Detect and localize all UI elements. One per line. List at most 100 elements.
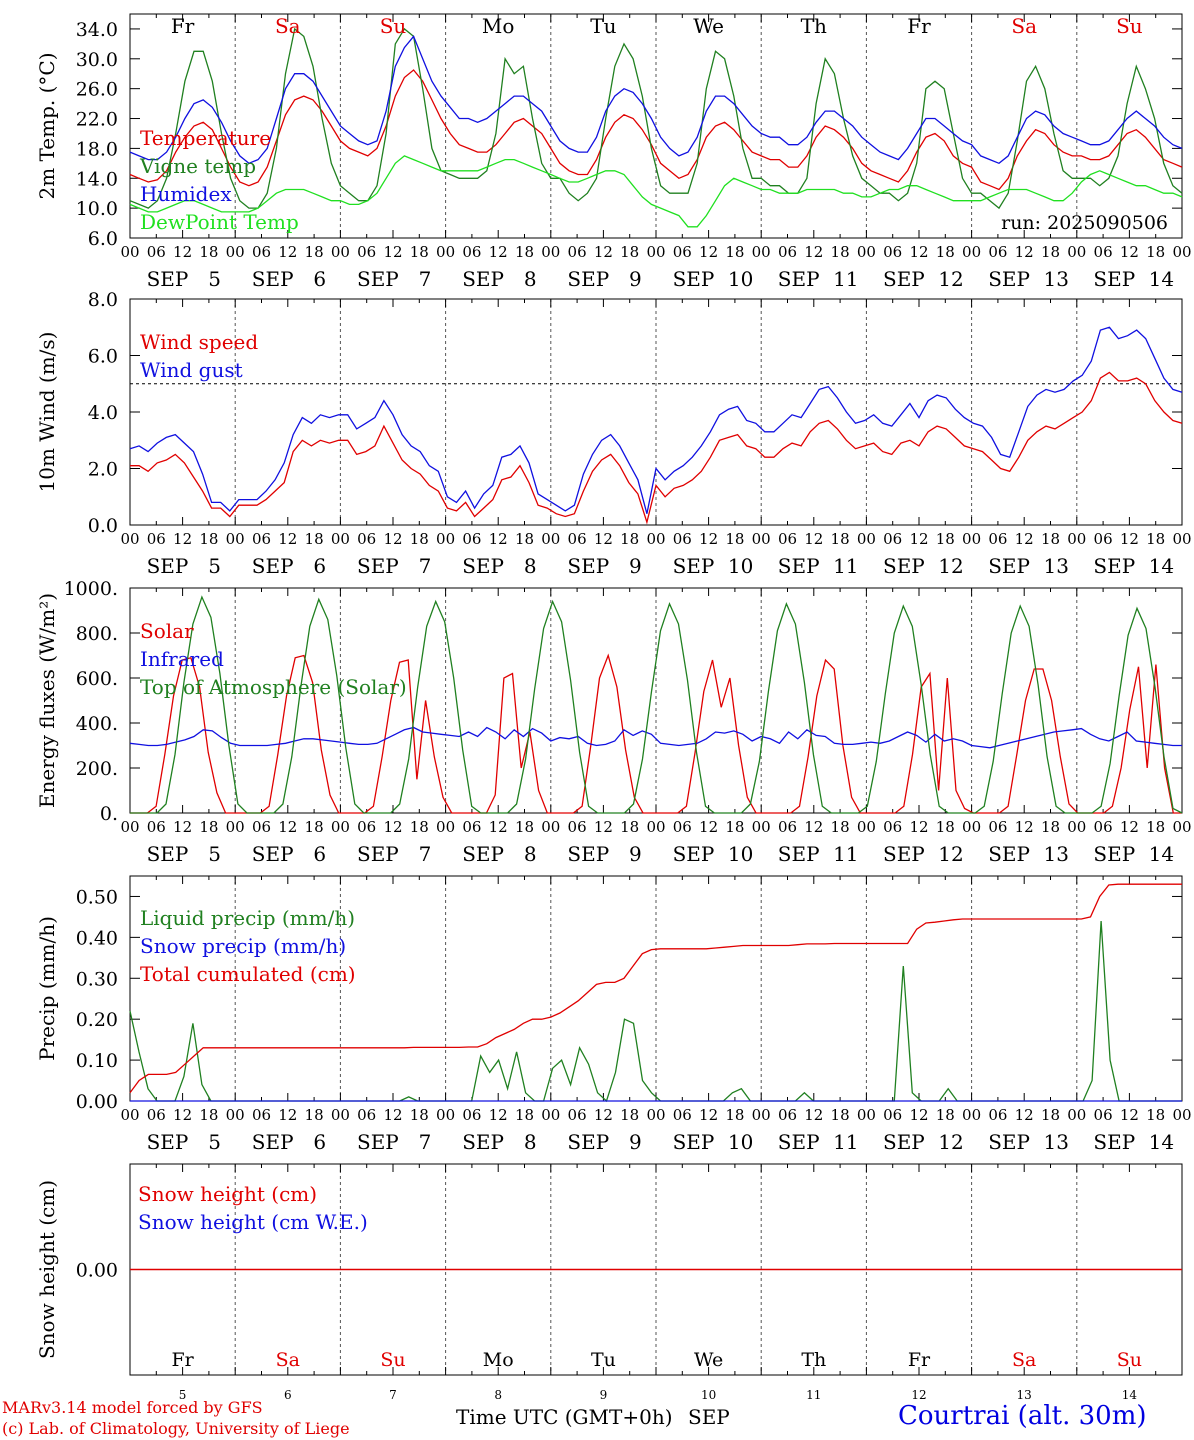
weekday-label: Su [1117, 1349, 1142, 1371]
date-day-label: 6 [313, 1130, 326, 1154]
hour-tick-label: 12 [594, 243, 613, 261]
date-month-label: SEP [462, 842, 504, 866]
hour-tick-label: 12 [383, 1106, 402, 1124]
date-day-label: 14 [1122, 1388, 1138, 1402]
hour-tick-label: 18 [1146, 818, 1165, 836]
y-tick-label: 0.20 [76, 1009, 118, 1031]
weekday-label: We [693, 14, 724, 38]
weekday-label: Sa [276, 1349, 300, 1371]
date-month-label: SEP [357, 267, 399, 291]
date-day-label: 14 [1149, 267, 1174, 291]
y-tick-label: 1000. [64, 578, 118, 600]
hour-tick-label: 06 [568, 530, 587, 548]
hour-tick-label: 00 [752, 1106, 771, 1124]
hour-tick-label: 06 [1094, 1106, 1113, 1124]
hour-tick-label: 12 [173, 1106, 192, 1124]
hour-tick-label: 00 [436, 530, 455, 548]
series-line-total-cumulated-cm- [129, 883, 1182, 1094]
hour-tick-label: 00 [752, 243, 771, 261]
legend-entry: Top of Atmosphere (Solar) [140, 675, 407, 699]
series-line-humidex [129, 35, 1183, 165]
hour-tick-label: 12 [489, 1106, 508, 1124]
hour-tick-label: 00 [1172, 1106, 1191, 1124]
hour-tick-label: 12 [383, 818, 402, 836]
date-month-label: SEP [1093, 554, 1135, 578]
date-month-label: SEP [1093, 842, 1135, 866]
date-day-label: 10 [728, 554, 753, 578]
date-day-label: 13 [1017, 1388, 1032, 1402]
hour-tick-label: 18 [305, 530, 324, 548]
hour-tick-label: 18 [936, 530, 955, 548]
time-axis-label: Time UTC (GMT+0h) [456, 1405, 673, 1429]
date-month-label: SEP [462, 1130, 504, 1154]
hour-tick-label: 12 [909, 1106, 928, 1124]
series-line-vigne-temp [129, 27, 1183, 210]
hour-tick-label: 12 [909, 530, 928, 548]
date-month-label: SEP [567, 842, 609, 866]
y-tick-label: 30.0 [76, 49, 118, 71]
y-axis-label: Precip (mm/h) [35, 916, 59, 1061]
y-tick-label: 26.0 [76, 79, 118, 101]
date-month-label: SEP [357, 1130, 399, 1154]
hour-tick-label: 00 [857, 818, 876, 836]
model-credit: MARv3.14 model forced by GFS [2, 1398, 263, 1417]
weekday-label: Fr [908, 1349, 931, 1371]
hour-tick-label: 12 [173, 243, 192, 261]
hour-tick-label: 12 [699, 530, 718, 548]
date-day-label: 13 [1043, 1130, 1068, 1154]
hour-tick-label: 00 [752, 530, 771, 548]
legend-entry: Snow height (cm) [138, 1182, 317, 1206]
hour-tick-label: 06 [252, 1106, 271, 1124]
date-month-label: SEP [778, 267, 820, 291]
hour-tick-label: 00 [752, 818, 771, 836]
y-tick-label: 0.00 [76, 1091, 118, 1113]
date-day-label: 14 [1149, 1130, 1174, 1154]
y-tick-label: 34.0 [76, 19, 118, 41]
date-day-label: 5 [208, 1130, 221, 1154]
hour-tick-label: 00 [120, 1106, 139, 1124]
hour-tick-label: 18 [199, 818, 218, 836]
date-day-label: 7 [419, 1130, 432, 1154]
date-month-label: SEP [778, 842, 820, 866]
hour-tick-label: 06 [778, 1106, 797, 1124]
date-day-label: 7 [419, 842, 432, 866]
hour-tick-label: 06 [988, 530, 1007, 548]
weekday-label: Tu [591, 1349, 616, 1371]
date-month-label: SEP [988, 554, 1030, 578]
hour-tick-label: 18 [936, 818, 955, 836]
hour-tick-label: 06 [883, 243, 902, 261]
hour-tick-label: 06 [357, 818, 376, 836]
hour-tick-label: 00 [226, 530, 245, 548]
date-day-label: 9 [629, 267, 642, 291]
hour-tick-label: 12 [173, 530, 192, 548]
legend-entry: Liquid precip (mm/h) [140, 906, 355, 930]
hour-tick-label: 18 [410, 818, 429, 836]
hour-tick-label: 18 [936, 1106, 955, 1124]
date-day-label: 13 [1043, 267, 1068, 291]
hour-tick-label: 00 [1067, 243, 1086, 261]
hour-tick-label: 00 [120, 530, 139, 548]
hour-tick-label: 06 [1094, 530, 1113, 548]
hour-tick-label: 18 [1041, 243, 1060, 261]
y-tick-label: 0.0 [88, 515, 118, 537]
hour-tick-label: 12 [909, 818, 928, 836]
hour-tick-label: 06 [883, 818, 902, 836]
hour-tick-label: 00 [226, 818, 245, 836]
y-axis-label: Snow height (cm) [35, 1180, 59, 1359]
hour-tick-label: 18 [1041, 1106, 1060, 1124]
hour-tick-label: 06 [357, 243, 376, 261]
series-line-wind-gust [129, 326, 1183, 514]
hour-tick-label: 00 [436, 1106, 455, 1124]
y-tick-label: 18.0 [76, 138, 118, 160]
y-tick-label: 0.30 [76, 968, 118, 990]
y-tick-label: 800. [76, 623, 118, 645]
series-line-temperature [129, 69, 1183, 191]
series-line-dewpoint-temp [129, 155, 1183, 228]
hour-tick-label: 12 [699, 1106, 718, 1124]
hour-tick-label: 06 [147, 818, 166, 836]
y-axis-label: Energy fluxes (W/m²) [35, 593, 59, 808]
hour-tick-label: 00 [436, 818, 455, 836]
date-month-label: SEP [252, 842, 294, 866]
date-month-label: SEP [883, 842, 925, 866]
hour-tick-label: 12 [383, 530, 402, 548]
